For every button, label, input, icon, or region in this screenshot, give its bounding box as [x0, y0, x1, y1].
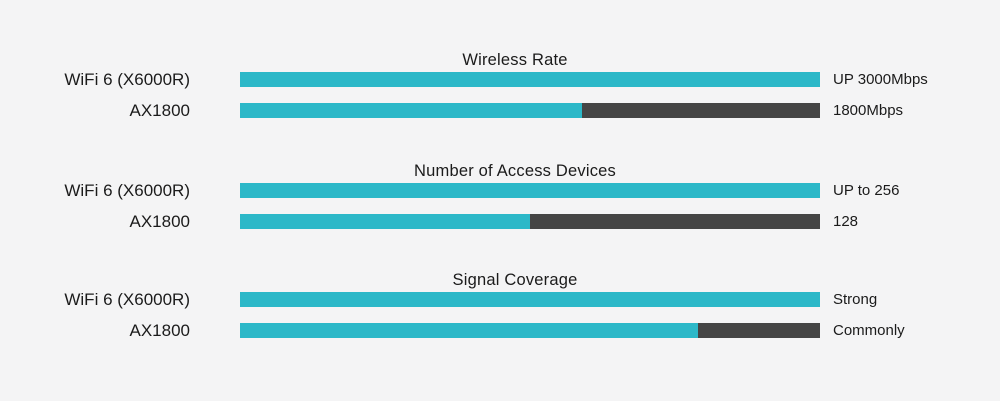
- bar-row-ax1800: AX1800 128: [0, 211, 1000, 231]
- section-title: Wireless Rate: [462, 51, 568, 69]
- row-value: UP to 256: [833, 182, 900, 199]
- bar-track: [240, 323, 820, 338]
- row-value: 1800Mbps: [833, 102, 904, 119]
- bar-row-ax1800: AX1800 1800Mbps: [0, 100, 1000, 120]
- section-access-devices: Number of Access Devices WiFi 6 (X6000R)…: [0, 159, 1000, 231]
- row-label: AX1800: [129, 100, 191, 120]
- bar-track: [240, 103, 820, 118]
- row-value: UP 3000Mbps: [833, 71, 928, 88]
- bar-row-wifi6: WiFi 6 (X6000R) UP to 256: [0, 180, 1000, 200]
- row-label: AX1800: [129, 320, 191, 340]
- bar-fill: [240, 103, 583, 118]
- bar-row-wifi6: WiFi 6 (X6000R) UP 3000Mbps: [0, 69, 1000, 89]
- section-title: Signal Coverage: [452, 271, 578, 289]
- bar-fill: [240, 72, 820, 87]
- row-label: AX1800: [129, 211, 191, 231]
- row-label: WiFi 6 (X6000R): [64, 289, 190, 309]
- row-label: WiFi 6 (X6000R): [64, 180, 190, 200]
- bar-row-wifi6: WiFi 6 (X6000R) Strong: [0, 289, 1000, 309]
- section-wireless-rate: Wireless Rate WiFi 6 (X6000R) UP 3000Mbp…: [0, 0, 1000, 120]
- row-label: WiFi 6 (X6000R): [64, 69, 190, 89]
- row-value: 128: [833, 213, 859, 230]
- bar-fill: [240, 292, 820, 307]
- row-value: Commonly: [833, 322, 905, 339]
- bar-fill: [240, 323, 699, 338]
- section-title: Number of Access Devices: [414, 162, 616, 180]
- bar-track: [240, 72, 820, 87]
- row-value: Strong: [833, 291, 878, 308]
- bar-fill: [240, 214, 530, 229]
- section-signal-coverage: Signal Coverage WiFi 6 (X6000R) Strong A…: [0, 268, 1000, 340]
- bar-track: [240, 292, 820, 307]
- bar-fill: [240, 183, 820, 198]
- bar-track: [240, 183, 820, 198]
- bar-track: [240, 214, 820, 229]
- bar-row-ax1800: AX1800 Commonly: [0, 320, 1000, 340]
